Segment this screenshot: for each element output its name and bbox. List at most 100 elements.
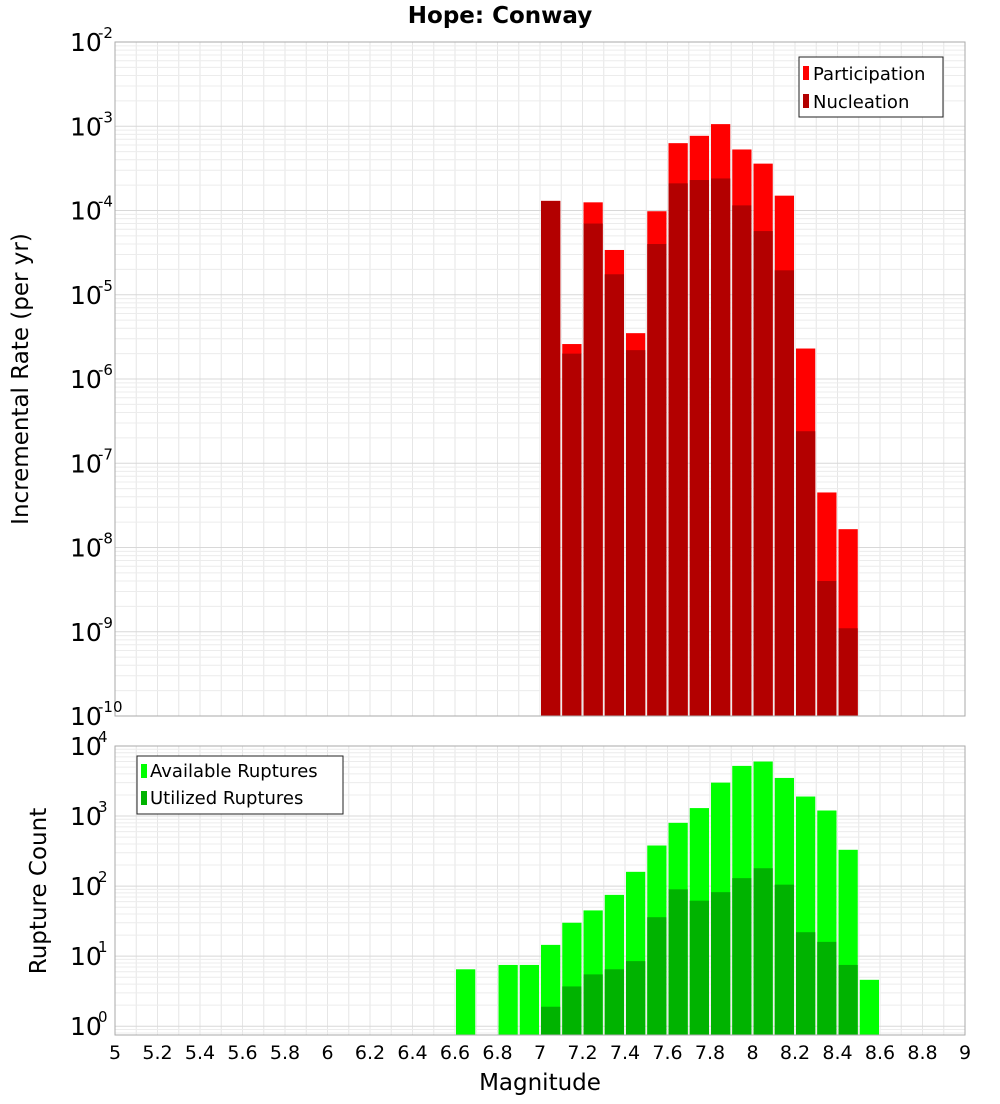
bar-utilized-ruptures — [604, 969, 624, 1035]
top-y-tick-exponent: -4 — [98, 193, 113, 211]
top-plot-frame — [114, 41, 966, 717]
bottom-y-tick-base: 10 — [70, 732, 102, 761]
bar-utilized-ruptures — [541, 1006, 561, 1035]
legend-label-available-ruptures: Available Ruptures — [150, 761, 318, 782]
legend-label-utilized-ruptures: Utilized Ruptures — [150, 788, 303, 809]
top-y-tick-base: 10 — [70, 365, 102, 394]
x-tick-label: 7.2 — [567, 1042, 597, 1064]
bar-available-ruptures — [456, 969, 476, 1035]
bottom-grid — [114, 745, 966, 1035]
bar-nucleation — [647, 244, 667, 717]
bar-utilized-ruptures — [817, 941, 837, 1035]
top-y-tick-exponent: -8 — [98, 530, 113, 548]
top-y-tick-exponent: -6 — [98, 361, 113, 379]
x-tick-label: 6 — [321, 1042, 333, 1064]
x-tick-label: 6.4 — [397, 1042, 427, 1064]
bar-nucleation — [817, 581, 837, 716]
bottom-y-tick-base: 10 — [70, 872, 102, 901]
legend-swatch-nucleation — [803, 94, 809, 108]
top-y-tick-base: 10 — [70, 449, 102, 478]
bottom-bars — [456, 761, 879, 1035]
top-y-tick-base: 10 — [70, 28, 102, 57]
x-tick-labels: 5 5.2 5.4 5.6 5.8 6 6.2 6.4 6.6 6.8 7 7.2 7.4 7.6 7.8 8… — [109, 1042, 971, 1064]
top-y-tick-exponent: -10 — [98, 698, 123, 716]
top-y-tick-exponent: -3 — [98, 108, 113, 126]
top-y-tick-base: 10 — [70, 281, 102, 310]
top-y-axis-label: Incremental Rate (per yr) — [8, 233, 34, 525]
bar-utilized-ruptures — [668, 889, 688, 1035]
bottom-y-tick-exponent: 0 — [98, 1008, 108, 1026]
bottom-y-tick-exponent: 1 — [98, 938, 108, 956]
bar-nucleation — [796, 431, 816, 716]
top-y-tick-base: 10 — [70, 112, 102, 141]
bar-nucleation — [668, 183, 688, 716]
bar-nucleation — [626, 350, 646, 716]
bar-nucleation — [541, 200, 561, 716]
legend-label-participation: Participation — [813, 64, 925, 85]
x-tick-label: 6.6 — [440, 1042, 470, 1064]
bar-nucleation — [838, 628, 858, 716]
bottom-legend: Available Ruptures Utilized Ruptures — [136, 755, 344, 815]
bar-utilized-ruptures — [796, 932, 816, 1035]
x-tick-label: 8.8 — [907, 1042, 937, 1064]
legend-label-nucleation: Nucleation — [813, 92, 909, 113]
x-tick-label: 6.8 — [482, 1042, 512, 1064]
bar-nucleation — [562, 353, 582, 716]
top-y-tick-base: 10 — [70, 702, 102, 731]
x-tick-label: 8.4 — [822, 1042, 852, 1064]
x-tick-label: 8 — [746, 1042, 758, 1064]
x-tick-label: 8.6 — [865, 1042, 895, 1064]
chart-title: Hope: Conway — [408, 3, 592, 29]
bottom-y-tick-base: 10 — [70, 1012, 102, 1041]
bar-nucleation — [689, 180, 709, 717]
x-tick-label: 6.2 — [355, 1042, 385, 1064]
top-y-tick-labels: 10-210-310-410-510-610-710-810-910-10 — [70, 24, 123, 731]
top-bars — [541, 124, 858, 717]
bar-utilized-ruptures — [689, 900, 709, 1035]
top-y-tick-exponent: -5 — [98, 277, 113, 295]
bar-utilized-ruptures — [562, 986, 582, 1035]
x-tick-label: 9 — [959, 1042, 971, 1064]
top-y-tick-base: 10 — [70, 197, 102, 226]
legend-swatch-participation — [803, 66, 809, 80]
bar-nucleation — [774, 270, 794, 716]
x-tick-label: 8.2 — [780, 1042, 810, 1064]
bar-utilized-ruptures — [711, 892, 731, 1035]
bottom-y-tick-exponent: 2 — [98, 868, 108, 886]
bottom-y-axis-label: Rupture Count — [26, 808, 52, 974]
x-tick-label: 5.6 — [227, 1042, 257, 1064]
bottom-y-tick-base: 10 — [70, 802, 102, 831]
top-grid — [114, 41, 966, 717]
top-y-tick-base: 10 — [70, 534, 102, 563]
bar-nucleation — [604, 274, 624, 716]
bottom-legend-box — [136, 755, 344, 815]
bottom-y-tick-exponent: 4 — [98, 728, 108, 746]
x-tick-label: 7 — [534, 1042, 546, 1064]
bar-nucleation — [583, 223, 603, 717]
x-tick-label: 5.2 — [142, 1042, 172, 1064]
legend-swatch-available-ruptures — [141, 764, 147, 778]
x-tick-label: 7.6 — [652, 1042, 682, 1064]
x-tick-label: 7.4 — [610, 1042, 640, 1064]
top-legend: Participation Nucleation — [798, 56, 944, 118]
x-tick-label: 7.8 — [695, 1042, 725, 1064]
bar-nucleation — [753, 231, 773, 716]
top-legend-box — [798, 56, 944, 118]
top-y-tick-exponent: -7 — [98, 445, 113, 463]
bottom-y-tick-exponent: 3 — [98, 798, 108, 816]
bar-utilized-ruptures — [732, 878, 752, 1035]
bar-nucleation — [711, 178, 731, 716]
bar-available-ruptures — [859, 979, 879, 1035]
bar-nucleation — [732, 205, 752, 716]
bar-available-ruptures — [519, 964, 539, 1035]
x-tick-label: 5 — [109, 1042, 121, 1064]
bar-utilized-ruptures — [838, 964, 858, 1035]
top-y-tick-exponent: -9 — [98, 614, 113, 632]
x-axis-label: Magnitude — [479, 1070, 601, 1096]
bar-utilized-ruptures — [753, 868, 773, 1035]
bar-utilized-ruptures — [626, 961, 646, 1035]
top-y-tick-exponent: -2 — [98, 24, 113, 42]
